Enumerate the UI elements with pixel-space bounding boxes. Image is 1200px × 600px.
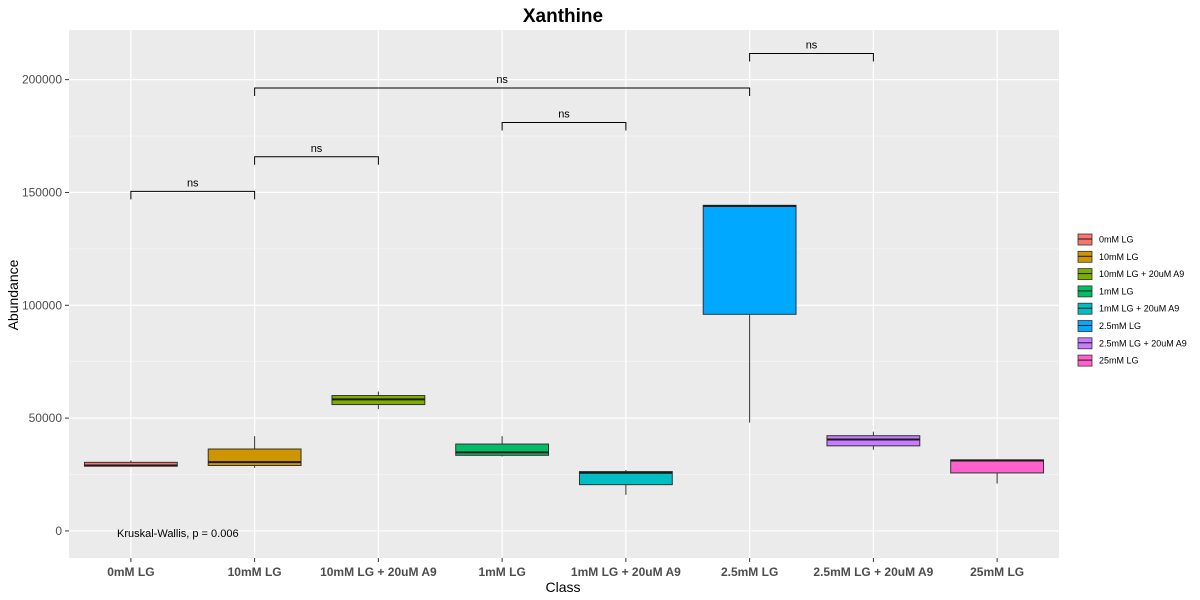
legend-label: 1mM LG + 20uM A9: [1099, 304, 1179, 314]
boxes-group: [83, 204, 1045, 495]
chart-title: Xanthine: [523, 6, 603, 27]
plot-panel: [69, 30, 1059, 558]
legend-item: 2.5mM LG + 20uM A9: [1077, 337, 1187, 350]
legend-item: 10mM LG: [1077, 250, 1139, 263]
bracket-line: [501, 122, 627, 131]
comparison-bracket: ns: [130, 177, 256, 200]
legend-item: 1mM LG + 20uM A9: [1077, 302, 1179, 315]
box-body: [455, 443, 550, 456]
bracket-line: [254, 156, 379, 165]
bracket-line: [130, 190, 256, 200]
x-tick-label: 0mM LG: [107, 565, 154, 579]
minor-gridlines: [69, 135, 1059, 475]
bracket-line: [749, 52, 874, 62]
comparison-bracket: ns: [254, 143, 379, 165]
box-4: [455, 436, 550, 457]
box-body: [826, 435, 921, 447]
legend-item: 10mM LG + 20uM A9: [1077, 268, 1184, 281]
x-tick-label: 1mM LG: [478, 565, 525, 579]
y-tick-label: 200000: [22, 73, 62, 87]
y-tick-label: 100000: [22, 298, 62, 312]
legend-label: 2.5mM LG + 20uM A9: [1099, 338, 1187, 348]
box-2: [207, 436, 302, 468]
x-tick-label: 25mM LG: [970, 565, 1024, 579]
box-5: [578, 470, 673, 495]
y-tick-label: 0: [55, 524, 62, 538]
x-tick-label: 10mM LG + 20uM A9: [320, 565, 437, 579]
x-axis-title: Class: [545, 579, 580, 595]
y-tick-label: 50000: [29, 411, 63, 425]
box-7: [826, 431, 921, 450]
legend-label: 10mM LG + 20uM A9: [1099, 269, 1184, 279]
legend-label: 2.5mM LG: [1099, 321, 1141, 331]
y-tick-label: 150000: [22, 185, 62, 199]
bracket-line: [254, 87, 751, 96]
x-tick-label: 2.5mM LG: [721, 565, 778, 579]
legend-label: 1mM LG: [1099, 286, 1134, 296]
box-1: [83, 460, 178, 467]
comparison-bracket: ns: [501, 109, 627, 131]
x-tick-label: 1mM LG + 20uM A9: [571, 565, 681, 579]
legend-item: 1mM LG: [1077, 285, 1134, 298]
comparison-bracket: ns: [749, 39, 874, 62]
comparison-bracket: ns: [254, 74, 751, 96]
x-axis: 0mM LG 10mM LG 10mM LG + 20uM A9 1mM LG 1mM …: [107, 558, 1024, 579]
bracket-label: ns: [187, 177, 199, 189]
bracket-label: ns: [806, 39, 818, 51]
box-6: [702, 204, 797, 423]
comparison-brackets: ns ns ns ns ns: [130, 39, 874, 200]
legend-item: 25mM LG: [1077, 354, 1139, 367]
box-3: [331, 391, 426, 410]
y-axis-title: Abundance: [5, 259, 21, 330]
legend-label: 0mM LG: [1099, 235, 1134, 245]
y-axis: 0 50000 100000 150000 200000: [22, 73, 69, 538]
box-body: [578, 471, 673, 486]
box-body: [950, 459, 1045, 474]
bracket-label: ns: [311, 143, 323, 155]
legend-label: 25mM LG: [1099, 356, 1139, 366]
legend: 0mM LG 10mM LG 10mM LG + 20uM A9 1mM LG 1mM …: [1077, 233, 1187, 367]
legend-label: 10mM LG: [1099, 252, 1139, 262]
bracket-label: ns: [496, 74, 508, 86]
x-tick-label: 2.5mM LG + 20uM A9: [813, 565, 933, 579]
kruskal-wallis-annotation: Kruskal-Wallis, p = 0.006: [117, 528, 239, 540]
bracket-label: ns: [558, 109, 570, 121]
legend-item: 0mM LG: [1077, 233, 1134, 246]
box-body: [702, 204, 797, 315]
x-tick-label: 10mM LG: [228, 565, 282, 579]
box-8: [950, 459, 1045, 484]
legend-item: 2.5mM LG: [1077, 320, 1141, 332]
